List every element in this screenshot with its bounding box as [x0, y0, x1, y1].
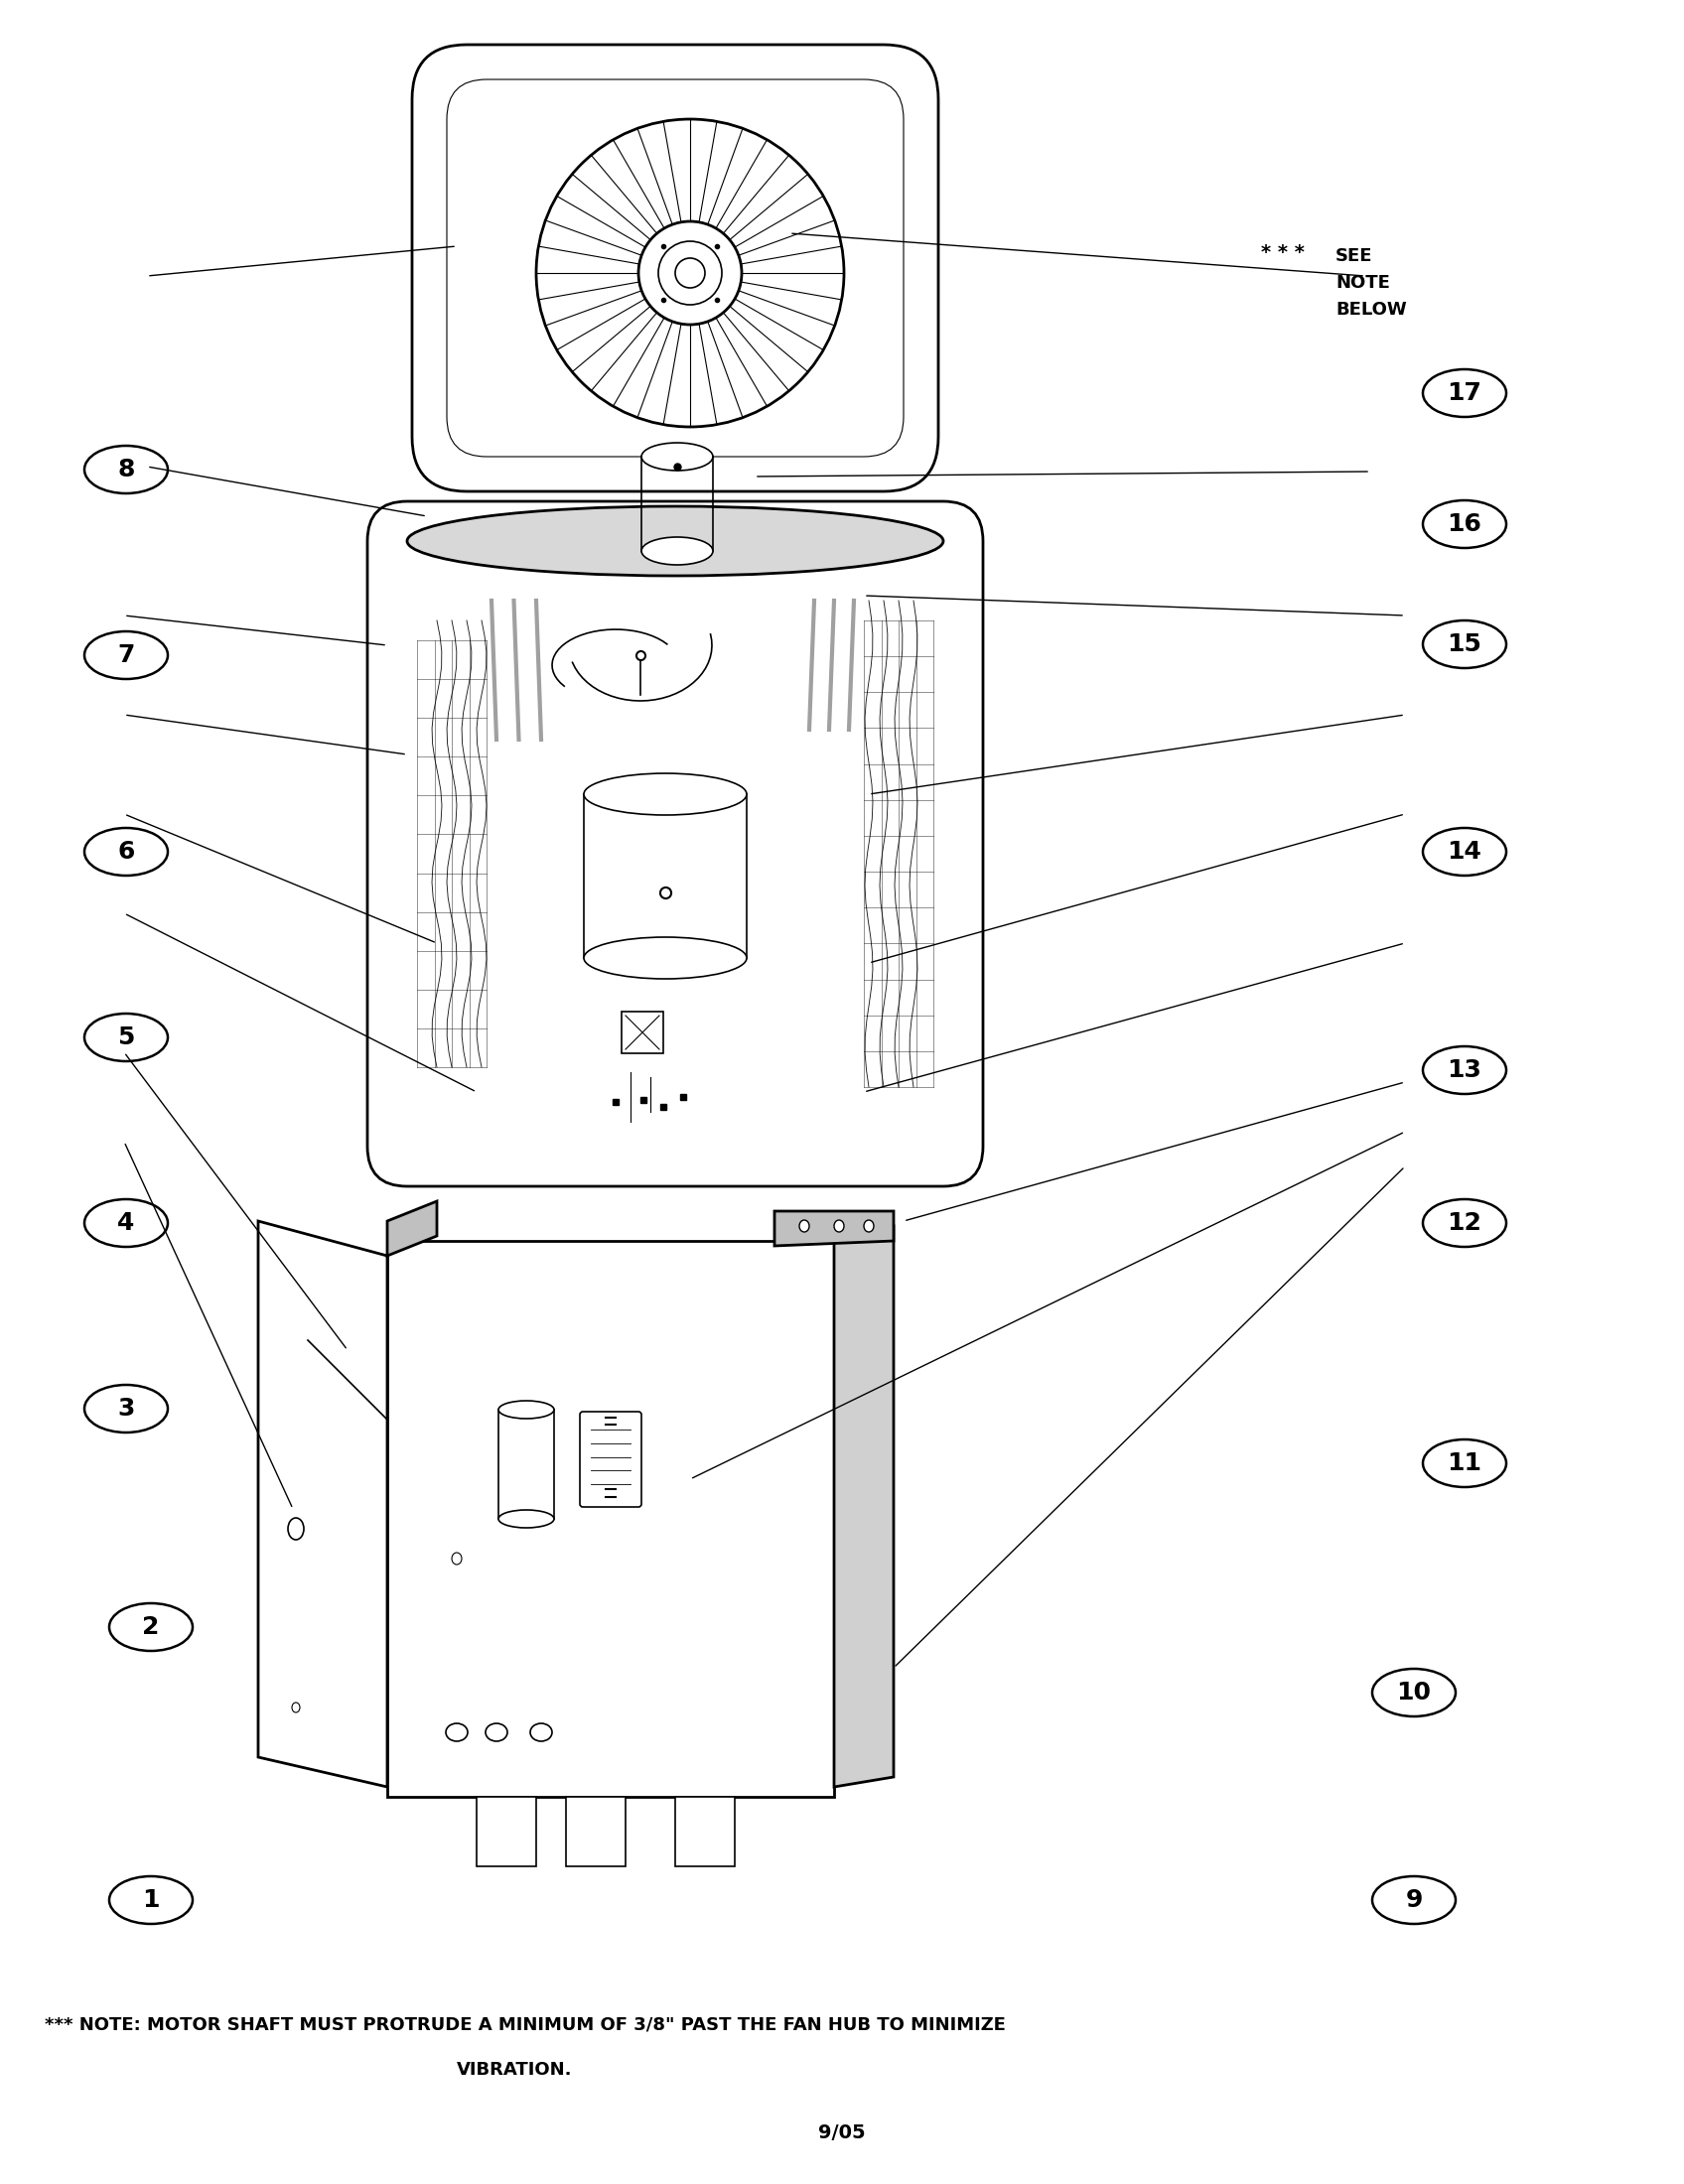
Polygon shape [387, 1241, 834, 1797]
Text: 3: 3 [118, 1398, 135, 1420]
Text: VIBRATION.: VIBRATION. [456, 2062, 573, 2079]
FancyBboxPatch shape [367, 502, 983, 1186]
Ellipse shape [642, 537, 712, 566]
Ellipse shape [446, 1723, 468, 1741]
Text: SEE: SEE [1335, 247, 1372, 264]
Text: BELOW: BELOW [1335, 301, 1406, 319]
Ellipse shape [485, 1723, 507, 1741]
Text: 5: 5 [118, 1026, 135, 1048]
Text: 4: 4 [118, 1212, 135, 1234]
Text: 16: 16 [1447, 513, 1482, 535]
Text: 13: 13 [1447, 1059, 1482, 1081]
Text: 17: 17 [1447, 382, 1482, 404]
Ellipse shape [530, 1723, 552, 1741]
Bar [621, 1011, 663, 1053]
Ellipse shape [638, 221, 741, 325]
Text: 7: 7 [118, 644, 135, 666]
Ellipse shape [498, 1509, 554, 1529]
Polygon shape [258, 1221, 387, 1787]
Polygon shape [834, 1225, 894, 1787]
Text: 9/05: 9/05 [818, 2123, 866, 2143]
Ellipse shape [834, 1221, 844, 1232]
Text: *** NOTE: MOTOR SHAFT MUST PROTRUDE A MINIMUM OF 3/8" PAST THE FAN HUB TO MINIMI: *** NOTE: MOTOR SHAFT MUST PROTRUDE A MI… [45, 2016, 1005, 2033]
FancyBboxPatch shape [446, 79, 904, 456]
Bar [566, 1797, 625, 1867]
Ellipse shape [658, 240, 722, 306]
Ellipse shape [291, 1704, 300, 1712]
Text: 14: 14 [1447, 841, 1482, 863]
Polygon shape [387, 1201, 436, 1256]
FancyBboxPatch shape [579, 1411, 642, 1507]
Text: 15: 15 [1447, 633, 1482, 655]
Text: 11: 11 [1447, 1452, 1482, 1474]
Ellipse shape [584, 773, 746, 815]
Text: 10: 10 [1396, 1682, 1431, 1704]
Ellipse shape [451, 1553, 461, 1564]
Text: 12: 12 [1447, 1212, 1482, 1234]
Ellipse shape [675, 258, 706, 288]
Bar [675, 1797, 734, 1867]
Text: 1: 1 [141, 1889, 160, 1911]
Text: 2: 2 [143, 1616, 160, 1638]
Polygon shape [775, 1212, 894, 1245]
Ellipse shape [498, 1400, 554, 1420]
Ellipse shape [288, 1518, 303, 1540]
Ellipse shape [642, 443, 712, 470]
Text: 8: 8 [118, 459, 135, 480]
Bar [477, 1797, 536, 1867]
Ellipse shape [584, 937, 746, 978]
Ellipse shape [408, 507, 943, 577]
Ellipse shape [864, 1221, 874, 1232]
Text: 6: 6 [118, 841, 135, 863]
FancyBboxPatch shape [413, 44, 938, 491]
Ellipse shape [800, 1221, 810, 1232]
Text: NOTE: NOTE [1335, 273, 1389, 293]
Text: 9: 9 [1406, 1889, 1423, 1911]
Text: * * *: * * * [1261, 245, 1305, 262]
